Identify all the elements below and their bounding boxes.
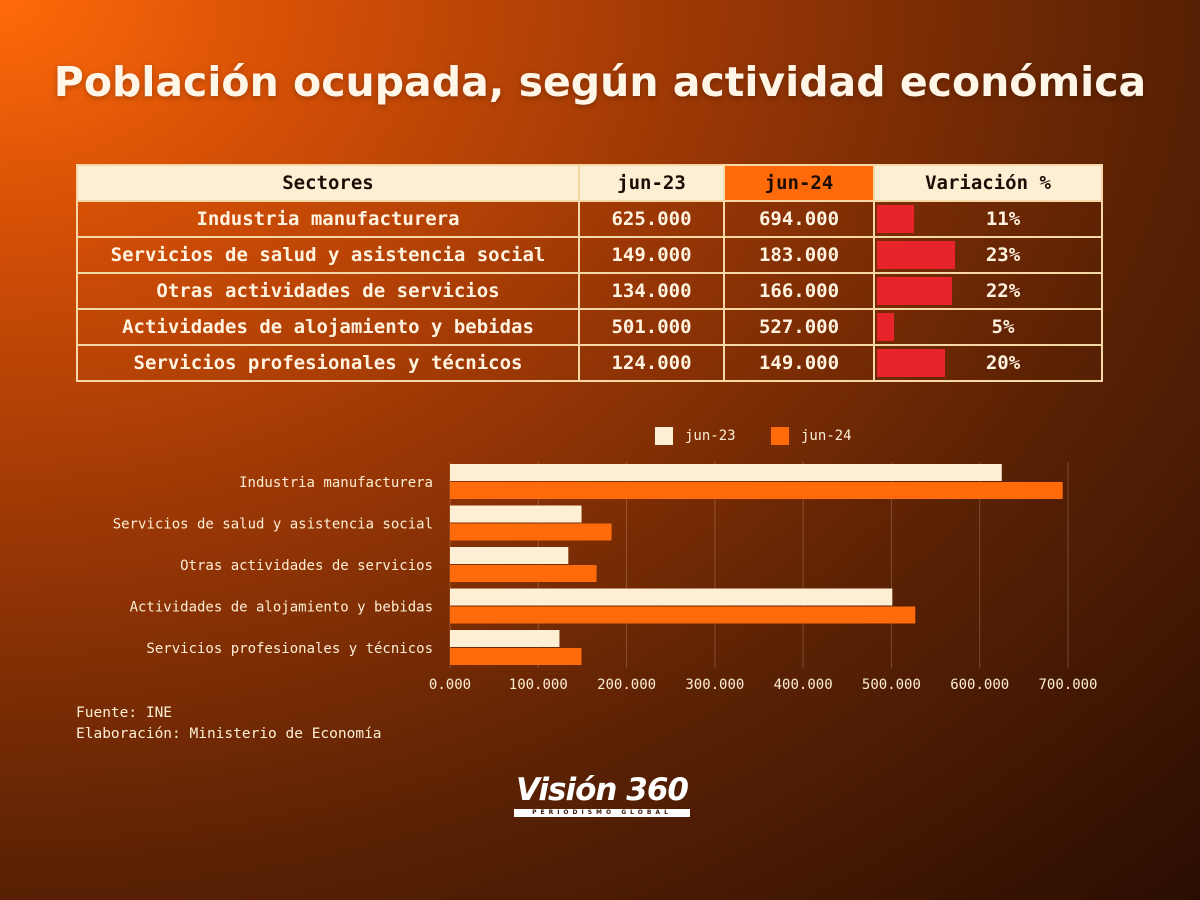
variation-value: 5% <box>991 316 1015 338</box>
header-jun24: jun-24 <box>723 164 875 202</box>
cell-jun24: 527.000 <box>723 308 875 346</box>
variation-bar <box>877 277 952 305</box>
source-note: Fuente: INE <box>76 705 173 721</box>
table-row: Otras actividades de servicios 134.000 1… <box>76 272 1103 310</box>
bar-jun-23 <box>450 630 560 647</box>
bar-jun-23 <box>450 464 1002 481</box>
variation-value: 22% <box>985 280 1021 302</box>
x-tick-label: 400.000 <box>774 677 833 693</box>
elaboration-note: Elaboración: Ministerio de Economía <box>76 726 382 742</box>
bar-jun-24 <box>450 648 582 665</box>
x-tick-label: 600.000 <box>950 677 1009 693</box>
bar-jun-24 <box>450 482 1063 499</box>
y-category-label: Otras actividades de servicios <box>180 558 433 574</box>
legend-swatch <box>655 427 673 445</box>
cell-jun23: 124.000 <box>578 344 725 382</box>
cell-sector: Actividades de alojamiento y bebidas <box>76 308 580 346</box>
bar-jun-24 <box>450 523 612 541</box>
cell-sector: Servicios profesionales y técnicos <box>76 344 580 382</box>
variation-value: 20% <box>985 352 1021 374</box>
x-tick-label: 300.000 <box>685 677 744 693</box>
variation-bar <box>877 205 915 233</box>
x-tick-label: 0.000 <box>429 677 471 693</box>
bar-jun-24 <box>450 606 916 624</box>
cell-jun24: 694.000 <box>723 200 875 238</box>
table-row: Industria manufacturera 625.000 694.000 … <box>76 200 1103 238</box>
y-category-label: Servicios profesionales y técnicos <box>146 641 433 657</box>
cell-sector: Servicios de salud y asistencia social <box>76 236 580 274</box>
header-sectores: Sectores <box>76 164 580 202</box>
bar-chart: 0.000 100.000 200.000 300.000 400.000 500.000… <box>113 427 1098 693</box>
cell-variacion: 23% <box>873 236 1103 274</box>
cell-jun24: 183.000 <box>723 236 875 274</box>
cell-variacion: 22% <box>873 272 1103 310</box>
cell-sector: Otras actividades de servicios <box>76 272 580 310</box>
variation-value: 11% <box>985 208 1021 230</box>
y-category-label: Industria manufacturera <box>239 475 433 491</box>
variation-bar <box>877 241 956 269</box>
table-row: Servicios de salud y asistencia social 1… <box>76 236 1103 274</box>
legend-swatch <box>771 427 789 445</box>
cell-sector: Industria manufacturera <box>76 200 580 238</box>
bar-jun-24 <box>450 565 597 582</box>
cell-variacion: 20% <box>873 344 1103 382</box>
cell-jun23: 134.000 <box>578 272 725 310</box>
footer: Fuente: INE Elaboración: Ministerio de E… <box>76 703 382 745</box>
header-variacion: Variación % <box>873 164 1103 202</box>
bar-jun-23 <box>450 505 582 523</box>
variation-bar <box>877 349 945 377</box>
table-row: Servicios profesionales y técnicos 124.0… <box>76 344 1103 382</box>
legend-label: jun-24 <box>801 428 852 444</box>
y-category-label: Actividades de alojamiento y bebidas <box>130 600 433 616</box>
variation-bar <box>877 313 894 341</box>
data-table: Sectores jun-23 jun-24 Variación % Indus… <box>76 164 1103 382</box>
x-tick-label: 100.000 <box>509 677 568 693</box>
vision360-logo: Visión 360 PERIODISMO GLOBAL <box>514 772 690 817</box>
legend-label: jun-23 <box>685 428 736 444</box>
cell-jun24: 149.000 <box>723 344 875 382</box>
cell-variacion: 5% <box>873 308 1103 346</box>
table-row: Actividades de alojamiento y bebidas 501… <box>76 308 1103 346</box>
x-tick-label: 500.000 <box>862 677 921 693</box>
cell-variacion: 11% <box>873 200 1103 238</box>
x-tick-label: 700.000 <box>1038 677 1097 693</box>
y-category-label: Servicios de salud y asistencia social <box>113 517 433 533</box>
variation-value: 23% <box>985 244 1021 266</box>
table-header-row: Sectores jun-23 jun-24 Variación % <box>76 164 1103 202</box>
cell-jun23: 625.000 <box>578 200 725 238</box>
logo-subtitle: PERIODISMO GLOBAL <box>514 809 690 817</box>
bar-jun-23 <box>450 547 569 564</box>
cell-jun24: 166.000 <box>723 272 875 310</box>
header-jun23: jun-23 <box>578 164 725 202</box>
logo-text: Visión 360 <box>515 772 689 808</box>
x-tick-label: 200.000 <box>597 677 656 693</box>
cell-jun23: 149.000 <box>578 236 725 274</box>
page-title: Población ocupada, según actividad econó… <box>53 58 1147 106</box>
cell-jun23: 501.000 <box>578 308 725 346</box>
bar-jun-23 <box>450 588 893 606</box>
